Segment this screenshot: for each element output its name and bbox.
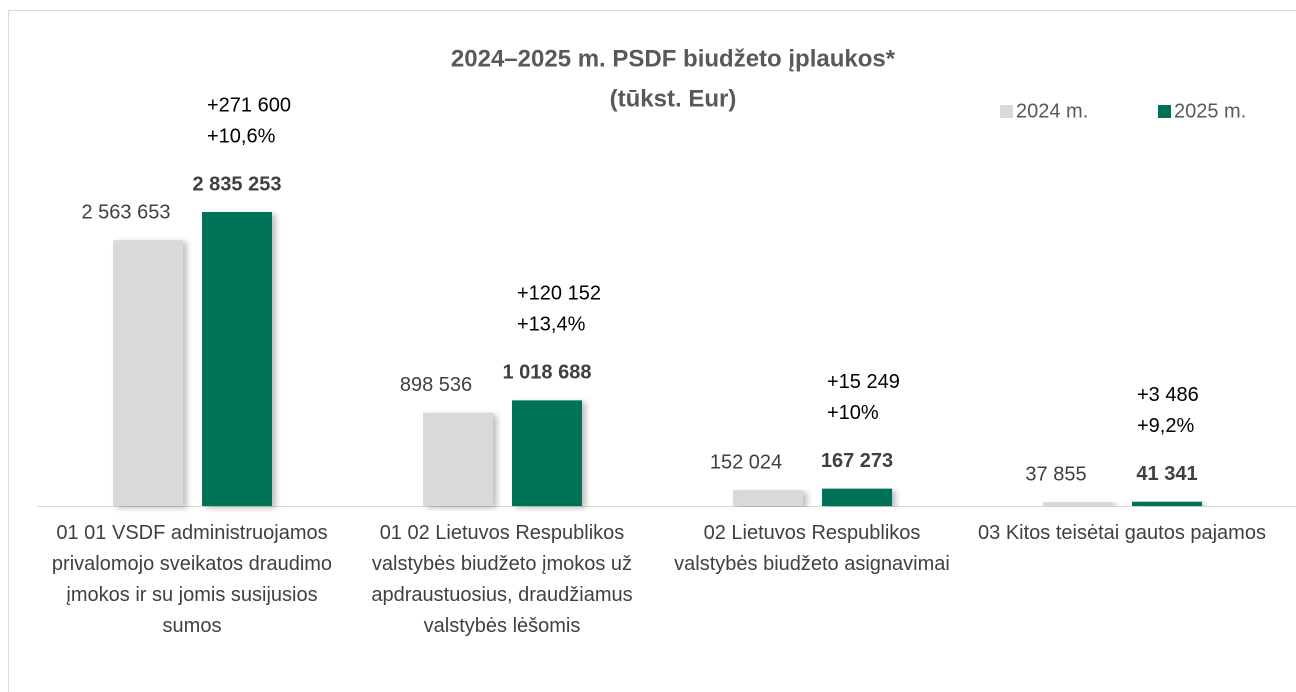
- value-label: 898 536: [400, 374, 472, 396]
- annotation: +120 152: [517, 283, 601, 305]
- x-tick-label: 02 Lietuvos Respublikos valstybės biudže…: [674, 522, 950, 575]
- legend-label: 2025 m.: [1174, 100, 1246, 122]
- bar: [1043, 502, 1113, 506]
- value-label: 2 563 653: [82, 201, 171, 223]
- bar: [113, 240, 183, 507]
- annotation: +10%: [827, 402, 879, 424]
- annotation: +10,6%: [207, 125, 276, 147]
- legend-label: 2024 m.: [1016, 100, 1088, 122]
- bar: [423, 412, 493, 506]
- annotation: +9,2%: [1137, 415, 1194, 437]
- value-label: 2 835 253: [193, 173, 282, 195]
- value-label: 37 855: [1025, 463, 1086, 485]
- value-label: 41 341: [1136, 463, 1197, 485]
- annotation: +15 249: [827, 371, 900, 393]
- x-tick-label: 01 01 VSDF administruojamos privalomojo …: [51, 522, 333, 637]
- annotation: +3 486: [1137, 384, 1199, 406]
- bar: [1132, 501, 1202, 506]
- bar: [202, 212, 272, 506]
- x-tick-label: 03 Kitos teisėtai gautos pajamos: [978, 522, 1266, 544]
- bar: [512, 400, 582, 506]
- bar: [733, 490, 803, 506]
- annotation: +13,4%: [517, 314, 586, 336]
- annotation: +271 600: [207, 94, 291, 116]
- value-label: 167 273: [821, 450, 893, 472]
- chart-title: (tūkst. Eur): [610, 85, 737, 112]
- value-label: 1 018 688: [503, 362, 592, 384]
- x-tick-label: 01 02 Lietuvos Respublikos valstybės biu…: [371, 522, 633, 637]
- legend-swatch: [1000, 105, 1013, 118]
- legend-swatch: [1158, 105, 1171, 118]
- bar: [822, 488, 892, 506]
- value-label: 152 024: [710, 452, 782, 474]
- chart-title: 2024–2025 m. PSDF biudžeto įplaukos*: [451, 45, 896, 72]
